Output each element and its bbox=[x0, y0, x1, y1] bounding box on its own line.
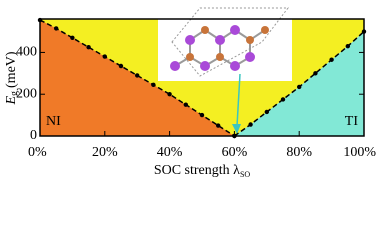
atom bbox=[170, 61, 180, 71]
data-point bbox=[183, 102, 188, 107]
atom bbox=[200, 61, 210, 71]
x-tick-label: 20% bbox=[92, 145, 118, 160]
atom bbox=[185, 35, 195, 45]
data-point bbox=[264, 109, 269, 115]
arrow-head bbox=[232, 124, 241, 134]
atom bbox=[245, 52, 255, 62]
data-point bbox=[248, 122, 253, 127]
y-tick-label: 400 bbox=[16, 45, 37, 60]
y-tick-label: 0 bbox=[30, 128, 37, 143]
overlay: 0 200 400 0% 20% 40% 60% 80% 100% Eg (meV) SOC stre… bbox=[4, 17, 376, 179]
data-point bbox=[199, 112, 205, 118]
atom bbox=[230, 61, 240, 71]
data-point bbox=[167, 92, 172, 97]
inset-structure bbox=[170, 7, 290, 134]
atom bbox=[230, 25, 240, 35]
x-tick-label: 0% bbox=[28, 145, 47, 160]
y-axis-label: Eg (meV) bbox=[4, 51, 20, 105]
x-tick-label: 100% bbox=[343, 145, 376, 160]
data-point bbox=[86, 45, 91, 50]
data-point bbox=[118, 63, 124, 69]
atom bbox=[215, 35, 225, 45]
x-axis-label: SOC strength λSO bbox=[154, 163, 251, 179]
data-point bbox=[151, 82, 156, 88]
y-tick-label: 200 bbox=[16, 86, 37, 101]
x-label-text: SOC strength λ bbox=[154, 163, 240, 178]
region-label: NI bbox=[46, 114, 61, 129]
y-label-symbol: E bbox=[4, 96, 19, 106]
data-point bbox=[280, 97, 286, 102]
data-point bbox=[297, 84, 302, 90]
data-point bbox=[313, 71, 318, 76]
y-label-unit: (meV) bbox=[4, 51, 19, 88]
data-point bbox=[54, 26, 59, 31]
data-point bbox=[329, 57, 334, 62]
data-point bbox=[135, 73, 140, 78]
cell-outline bbox=[171, 7, 290, 77]
data-point bbox=[216, 123, 221, 128]
plot-frame bbox=[39, 18, 365, 137]
inset-window bbox=[158, 19, 292, 81]
data-point bbox=[345, 43, 350, 49]
area-fill bbox=[234, 31, 364, 137]
data-point bbox=[70, 35, 75, 41]
atom bbox=[246, 36, 254, 44]
x-label-sub: SO bbox=[240, 170, 250, 179]
arrow bbox=[236, 73, 241, 127]
data-point bbox=[102, 54, 108, 59]
plot-area bbox=[40, 19, 364, 137]
x-tick-label: 60% bbox=[222, 145, 248, 160]
x-tick-label: 80% bbox=[286, 145, 312, 160]
atom bbox=[261, 26, 269, 34]
atom bbox=[186, 53, 194, 61]
atom bbox=[216, 53, 224, 61]
x-tick-label: 40% bbox=[157, 145, 183, 160]
region-label: TI bbox=[345, 114, 359, 129]
y-label-sub: g bbox=[9, 91, 20, 96]
atom bbox=[201, 26, 209, 34]
chart: 0 200 400 0% 20% 40% 60% 80% 100% Eg (meV) SOC stre… bbox=[4, 7, 376, 179]
